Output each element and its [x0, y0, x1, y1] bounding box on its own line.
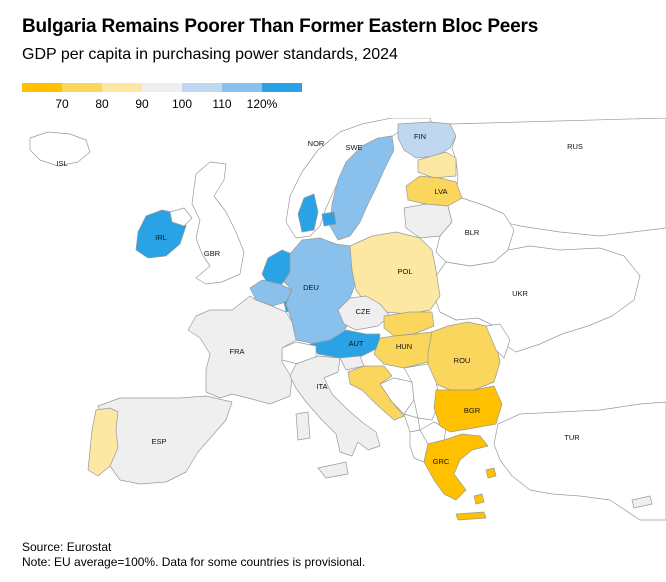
country-shape-MKD — [419, 421, 447, 445]
legend-swatch-2 — [62, 83, 102, 92]
legend-label: 120% — [246, 97, 278, 111]
country-label-SWE: SWE — [345, 143, 362, 152]
country-shape-BGR — [433, 385, 503, 433]
country-label-UKR: UKR — [512, 289, 528, 298]
country-label-AUT: AUT — [349, 339, 364, 348]
country-shape-DNK — [297, 193, 319, 233]
country-label-DEU: DEU — [303, 283, 319, 292]
country-shape-ITA-sardinia — [295, 411, 311, 441]
country-shape-TUR — [493, 401, 666, 521]
country-label-TUR: TUR — [564, 433, 580, 442]
country-label-IRL: IRL — [155, 233, 167, 242]
country-label-NOR: NOR — [308, 139, 325, 148]
legend-swatch-7 — [262, 83, 302, 92]
legend-swatch-3 — [102, 83, 142, 92]
country-shape-GRC-island — [473, 493, 485, 505]
footnote: Note: EU average=100%. Data for some cou… — [22, 555, 366, 569]
legend-swatch-1 — [22, 83, 62, 92]
country-label-CZE: CZE — [356, 307, 371, 316]
country-label-RUS: RUS — [567, 142, 583, 151]
country-shape-ISL — [29, 131, 91, 167]
legend-label: 100 — [171, 97, 193, 111]
country-shape-POL — [349, 231, 441, 315]
country-label-BGR: BGR — [464, 406, 481, 415]
country-shape-DEU — [283, 237, 357, 345]
source-note: Source: Eurostat — [22, 540, 112, 554]
country-label-ITA: ITA — [316, 382, 327, 391]
country-shape-UKR — [433, 245, 641, 353]
legend-swatch-6 — [222, 83, 262, 92]
country-label-GBR: GBR — [204, 249, 221, 258]
country-label-ISL: ISL — [56, 159, 67, 168]
country-label-FIN: FIN — [414, 132, 426, 141]
legend-label: 70 — [55, 97, 69, 111]
country-shape-SRB — [403, 363, 441, 421]
country-shape-MDA — [485, 323, 511, 359]
country-shape-SVK — [383, 311, 435, 337]
country-label-BLR: BLR — [465, 228, 480, 237]
country-shape-CYP — [631, 495, 653, 509]
country-shape-ITA-sicily — [317, 461, 349, 479]
chart-title: Bulgaria Remains Poorer Than Former East… — [22, 16, 539, 37]
country-shape-ITA — [289, 355, 381, 457]
legend-label: 110 — [212, 97, 232, 111]
country-label-ESP: ESP — [151, 437, 166, 446]
country-shape-GRC-island — [485, 467, 497, 479]
legend-swatch-4 — [142, 83, 182, 92]
europe-map: ISL NOR SWE FIN RUS LVA BLR IRL GBR POL … — [29, 118, 666, 521]
color-legend: 70 80 90 100 110 120% — [22, 83, 302, 113]
country-shape-SWE — [329, 135, 395, 241]
country-label-LVA: LVA — [434, 187, 447, 196]
legend-swatch-5 — [182, 83, 222, 92]
country-labels: ISL NOR SWE FIN RUS LVA BLR IRL GBR POL … — [56, 132, 583, 466]
country-shape-GRC-crete — [455, 511, 487, 521]
country-shape-DNK-island — [321, 211, 337, 227]
legend-label: 80 — [95, 97, 109, 111]
country-label-GRC: GRC — [433, 457, 450, 466]
country-label-POL: POL — [397, 267, 412, 276]
country-shape-GRC — [423, 433, 489, 501]
country-label-ROU: ROU — [454, 356, 471, 365]
country-shape-GBR — [191, 161, 245, 285]
chart-subtitle: GDP per capita in purchasing power stand… — [22, 46, 398, 63]
country-label-HUN: HUN — [396, 342, 412, 351]
legend-label: 90 — [135, 97, 149, 111]
country-label-FRA: FRA — [230, 347, 245, 356]
country-shape-EST — [417, 151, 457, 179]
country-shape-PRT — [87, 407, 119, 477]
country-shape-HRV — [347, 365, 405, 421]
country-shape-FIN — [397, 121, 457, 159]
country-shape-NIR — [169, 207, 193, 227]
